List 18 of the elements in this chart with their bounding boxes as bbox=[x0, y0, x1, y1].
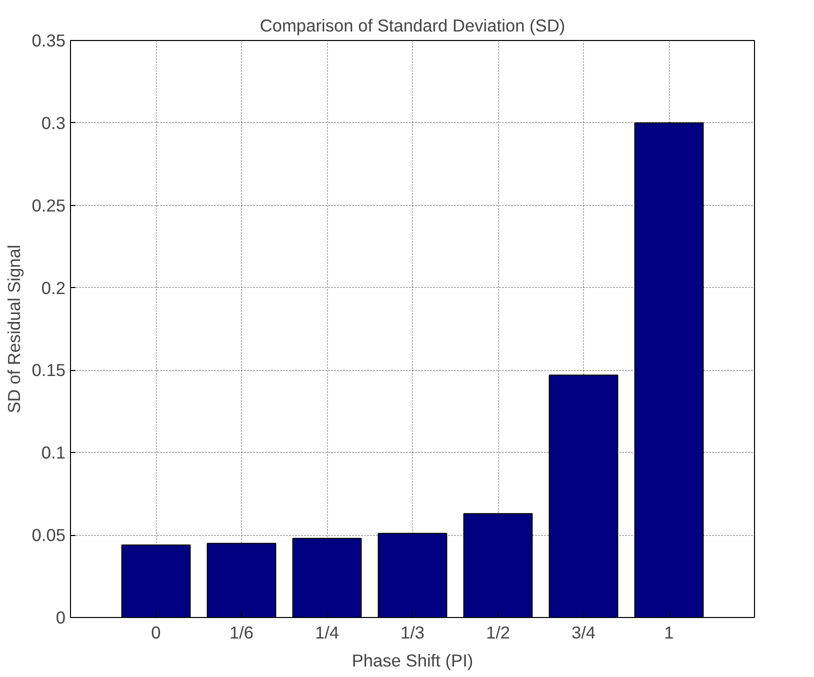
x-tick-label: 3/4 bbox=[571, 622, 596, 642]
x-tick-label: 1/4 bbox=[314, 622, 340, 642]
x-tick-label: 1/6 bbox=[229, 622, 254, 642]
y-tick-label: 0.1 bbox=[41, 442, 66, 463]
y-tick-label: 0.15 bbox=[32, 360, 66, 380]
y-tick-label: 0.25 bbox=[32, 195, 66, 216]
y-tick-label: 0.2 bbox=[41, 278, 66, 298]
chart-title: Comparison of Standard Deviation (SD) bbox=[260, 16, 566, 36]
x-tick-label: 0 bbox=[151, 622, 161, 642]
x-tick-label: 1/3 bbox=[400, 622, 425, 642]
y-tick-label: 0.35 bbox=[32, 30, 66, 50]
y-tick-label: 0.3 bbox=[41, 112, 66, 133]
x-tick-label: 1 bbox=[664, 622, 674, 642]
y-tick-label: 0.05 bbox=[32, 525, 66, 546]
y-tick-label: 0 bbox=[56, 608, 66, 628]
x-axis-title: Phase Shift (PI) bbox=[352, 650, 474, 670]
x-tick-label: 1/2 bbox=[486, 622, 510, 642]
y-axis-title: SD of Residual Signal bbox=[4, 244, 24, 414]
